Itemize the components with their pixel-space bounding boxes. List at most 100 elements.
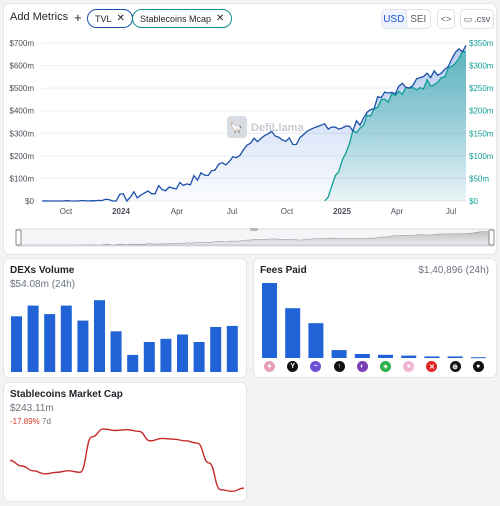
fees-paid-bar[interactable]	[470, 357, 486, 359]
fees-paid-bar[interactable]	[378, 354, 393, 358]
dex-volume-bar[interactable]	[127, 354, 139, 372]
dex-volume-card[interactable]: DEXs Volume $54.08m (24h)	[3, 258, 247, 378]
close-icon[interactable]: ✕	[216, 12, 225, 24]
range-grip[interactable]	[250, 228, 258, 231]
metric-chip-stablecoins[interactable]: Stablecoins Mcap ✕	[132, 9, 233, 28]
dex-volume-bar[interactable]	[226, 325, 238, 372]
csv-label: .csv	[474, 14, 491, 24]
range-preview-area	[18, 230, 493, 246]
x-axis-tick-label: Oct	[281, 207, 294, 216]
download-csv-button[interactable]: ▭ .csv	[460, 9, 494, 29]
x-axis: Oct 2024 Apr Jul Oct 2025 Apr Jul	[60, 207, 457, 216]
fees-paid-bar[interactable]	[401, 355, 417, 358]
right-axis-tick-label: $300m	[469, 62, 494, 71]
watermark: 🦙 DefiLlama	[227, 116, 304, 138]
close-icon[interactable]: ✕	[116, 12, 125, 24]
fees-paid-bar[interactable]	[262, 283, 277, 358]
right-axis-tick-label: $150m	[469, 129, 494, 138]
dex-volume-bar[interactable]	[77, 320, 89, 372]
token-icon-10[interactable]: ●	[472, 361, 484, 372]
stablecoins-area	[324, 51, 466, 202]
token-icon-5[interactable]: ◐	[356, 361, 368, 372]
range-handle-right[interactable]	[488, 229, 495, 246]
right-axis-tick-label: $250m	[469, 84, 494, 93]
change-period: 7d	[42, 417, 51, 426]
stablecoins-line	[324, 50, 467, 202]
card-title: Stablecoins Market Cap	[10, 389, 123, 400]
change-indicator: -17.89% 7d	[10, 417, 51, 426]
dex-volume-bar[interactable]	[44, 314, 56, 372]
protocol-icons-row: ● Y ~ ↑ ◐ ✦ ● ✕ ⊕ ●	[262, 361, 492, 375]
fees-paid-bar[interactable]	[354, 354, 370, 358]
fees-paid-bar[interactable]	[424, 356, 440, 358]
token-icon-9[interactable]: ⊕	[449, 361, 461, 372]
llama-logo-icon	[227, 116, 247, 138]
chart-toolbar: Add Metrics + TVL ✕ Stablecoins Mcap ✕ U…	[4, 4, 496, 34]
x-axis-tick-label: Oct	[60, 207, 73, 216]
add-metrics-button[interactable]: Add Metrics +	[10, 11, 82, 24]
denomination-usd-button[interactable]: USD	[382, 10, 406, 28]
left-axis-tick-label: $200m	[10, 152, 35, 161]
token-icon-1[interactable]: ●	[264, 361, 275, 372]
range-selector[interactable]	[15, 228, 495, 247]
tvl-chart-panel: Add Metrics + TVL ✕ Stablecoins Mcap ✕ U…	[3, 3, 497, 255]
dex-volume-bar[interactable]	[177, 334, 188, 373]
card-value: $243.11m	[10, 403, 54, 414]
x-axis-tick-label: Apr	[391, 207, 404, 216]
right-axis-tick-label: $200m	[469, 107, 494, 116]
metric-chip-tvl[interactable]: TVL ✕	[87, 9, 133, 28]
card-title: Fees Paid	[260, 265, 307, 276]
tvl-line	[41, 44, 467, 203]
left-axis-tick-label: $700m	[10, 39, 35, 48]
dex-volume-bar[interactable]	[210, 327, 222, 372]
token-icon-3[interactable]: ~	[310, 361, 322, 372]
right-axis-tick-label: $0	[469, 197, 478, 206]
token-icon-7[interactable]: ●	[403, 361, 415, 372]
dex-volume-bar[interactable]	[110, 331, 122, 372]
left-axis-tick-label: $400m	[10, 107, 35, 116]
fees-paid-bar[interactable]	[285, 308, 301, 358]
add-metrics-label: Add Metrics	[10, 11, 69, 23]
token-icon-2[interactable]: Y	[287, 361, 299, 372]
x-axis-tick-label: Apr	[171, 207, 184, 216]
denomination-sei-button[interactable]: SEI	[410, 13, 427, 25]
x-axis-tick-label: Jul	[227, 207, 237, 216]
metric-chip-label: TVL	[95, 13, 112, 24]
divider	[405, 10, 407, 28]
fees-paid-bar[interactable]	[447, 356, 463, 358]
fees-paid-bar[interactable]	[331, 350, 347, 358]
token-icon-6[interactable]: ✦	[380, 361, 391, 372]
embed-button[interactable]: <>	[437, 9, 455, 29]
dex-volume-bar[interactable]	[11, 316, 22, 372]
card-title: DEXs Volume	[10, 265, 75, 276]
stablecoins-mcap-line-chart	[9, 428, 245, 493]
dex-volume-bar-chart	[11, 300, 238, 373]
dex-volume-bar[interactable]	[160, 338, 172, 372]
dex-volume-bar[interactable]	[27, 305, 39, 372]
left-axis: $0 $100m $200m $300m $400m $500m $600m $700m	[10, 39, 35, 206]
card-value: $54.08m (24h)	[10, 279, 76, 290]
left-axis-tick-label: $0	[25, 197, 34, 206]
token-icon-8[interactable]: ✕	[426, 361, 438, 372]
svg-text:🦙: 🦙	[229, 121, 243, 134]
fees-paid-bar[interactable]	[308, 323, 324, 358]
stablecoins-mcap-line	[9, 428, 245, 493]
tvl-line-chart[interactable]: $0 $100m $200m $300m $400m $500m $600m $700m $0…	[4, 34, 498, 256]
dex-volume-bar[interactable]	[94, 300, 105, 372]
right-axis-tick-label: $50m	[469, 174, 489, 183]
code-icon: <>	[440, 14, 452, 24]
x-axis-tick-label: Jul	[446, 207, 456, 216]
token-icon-4[interactable]: ↑	[333, 361, 345, 372]
dex-volume-bar[interactable]	[143, 342, 155, 372]
left-axis-tick-label: $300m	[10, 129, 35, 138]
left-axis-tick-label: $100m	[10, 174, 35, 183]
fees-paid-bar-chart	[262, 283, 486, 359]
fees-paid-card[interactable]: Fees Paid $1,40,896 (24h) ● Y ~ ↑ ◐ ✦ ● ✕ ⊕ ●	[253, 258, 497, 378]
range-handle-left[interactable]	[15, 229, 22, 246]
dex-volume-bar[interactable]	[60, 305, 72, 372]
dex-volume-bar[interactable]	[193, 342, 205, 372]
left-axis-tick-label: $600m	[10, 62, 35, 71]
stablecoins-mcap-card[interactable]: Stablecoins Market Cap $243.11m -17.89% …	[3, 382, 247, 502]
x-axis-tick-label: 2025	[333, 207, 351, 216]
card-value: $1,40,896 (24h)	[418, 265, 489, 276]
